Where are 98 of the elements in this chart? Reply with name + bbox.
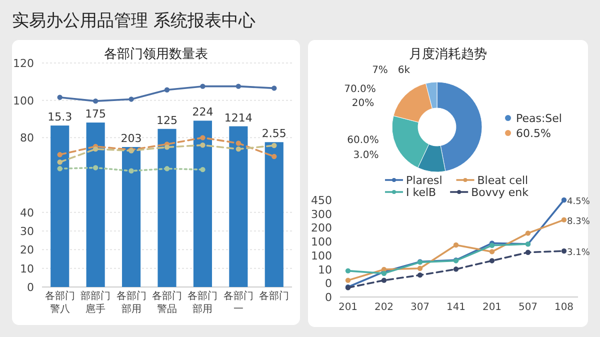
point — [272, 86, 277, 91]
x-tick-label: 各部门一 — [223, 290, 254, 315]
legend-label: Bovvy enk — [471, 186, 530, 199]
chart-title: 各部门领用数量表 — [104, 46, 208, 62]
bar — [264, 142, 284, 287]
bar — [50, 126, 70, 287]
point — [525, 230, 531, 236]
point — [200, 142, 206, 148]
text: 100 — [311, 236, 332, 249]
point — [561, 248, 567, 254]
y-tick-label: 80 — [20, 132, 34, 145]
point — [200, 84, 206, 89]
point — [345, 278, 351, 283]
bar — [229, 126, 248, 287]
x-tick-label: 部部门扈手 — [80, 290, 111, 315]
annotation: 1214 — [224, 111, 252, 124]
point — [57, 152, 62, 158]
chart-title: 月度消耗趋势 — [409, 46, 487, 62]
text: 0 — [325, 277, 332, 290]
point — [92, 146, 98, 152]
annotation: 203 — [120, 132, 142, 145]
point — [200, 166, 206, 172]
point — [236, 140, 242, 146]
y-tick-label: 120 — [13, 57, 34, 70]
point — [381, 278, 387, 283]
text: 3.0% — [353, 150, 379, 161]
y-tick-label: 0 — [27, 281, 34, 294]
point — [489, 258, 495, 264]
text: 7% — [372, 65, 388, 76]
annotation: 175 — [85, 108, 106, 121]
x-tick-label: 108 — [554, 302, 574, 313]
x-tick-label: 202 — [374, 302, 394, 313]
bar — [122, 147, 141, 287]
point — [417, 272, 423, 278]
text: 60.0% — [347, 135, 379, 146]
point — [272, 142, 277, 148]
x-tick-label: 201 — [482, 302, 502, 313]
point — [57, 94, 62, 100]
text: 10 — [318, 263, 332, 276]
text: 200 — [311, 222, 332, 235]
y-tick-label: 30 — [20, 225, 34, 238]
x-tick-label: 307 — [410, 302, 430, 313]
text: 0 — [325, 291, 332, 304]
text: 300 — [311, 208, 332, 221]
point — [164, 87, 170, 92]
point — [489, 249, 495, 254]
x-tick-label: 各部门部用 — [188, 290, 218, 315]
annotation: 125 — [156, 114, 178, 127]
legend-label: 60.5% — [516, 127, 551, 140]
legend-label: Peas:Sel — [516, 112, 562, 125]
point — [164, 166, 170, 172]
point — [525, 250, 531, 255]
point — [236, 146, 242, 152]
x-tick-label: 各部门部用 — [116, 290, 146, 315]
point — [345, 268, 351, 274]
legend-label: I kelB — [406, 186, 436, 199]
y-tick-label: 100 — [13, 94, 34, 108]
text: 450 — [311, 194, 332, 207]
point — [57, 160, 62, 165]
point — [561, 217, 567, 222]
x-tick-label: 141 — [446, 302, 466, 313]
point — [200, 135, 206, 140]
point — [453, 266, 459, 272]
point — [561, 197, 567, 203]
point — [92, 165, 98, 170]
point — [272, 154, 277, 160]
x-tick-label: 201 — [338, 302, 358, 313]
annotation: 224 — [192, 106, 214, 119]
annotation: 8.3% — [567, 216, 590, 227]
text: 实易办公用品管理 系统报表中心 — [12, 11, 256, 31]
annotation: 2.55 — [262, 127, 286, 140]
point — [92, 98, 98, 104]
annotation: 3.1% — [567, 248, 590, 258]
bar — [158, 128, 176, 287]
annotation: 15.3 — [48, 110, 72, 124]
y-tick-label: 40 — [20, 206, 34, 220]
legend-label: Bleat cell — [477, 174, 528, 187]
point — [128, 96, 134, 102]
y-tick-label: 20 — [20, 244, 34, 257]
point — [236, 84, 242, 89]
text: 6k — [398, 65, 410, 76]
text: 20% — [352, 98, 374, 109]
point — [164, 144, 170, 150]
text: 70.0% — [344, 84, 376, 95]
text: 100 — [311, 249, 332, 262]
y-tick-label: 10 — [20, 262, 34, 276]
point — [57, 166, 62, 172]
x-tick-label: 各部门警品 — [152, 290, 182, 315]
x-tick-label: 各部门警八 — [44, 290, 75, 315]
x-tick-label: 各部门 — [259, 290, 290, 302]
bar — [86, 122, 105, 287]
annotation: 4.5% — [567, 197, 590, 207]
point — [417, 266, 423, 271]
x-tick-label: 507 — [518, 302, 538, 313]
point — [128, 168, 134, 174]
bar — [193, 120, 212, 287]
legend-label: Plaresl — [406, 174, 442, 187]
point — [453, 242, 459, 248]
